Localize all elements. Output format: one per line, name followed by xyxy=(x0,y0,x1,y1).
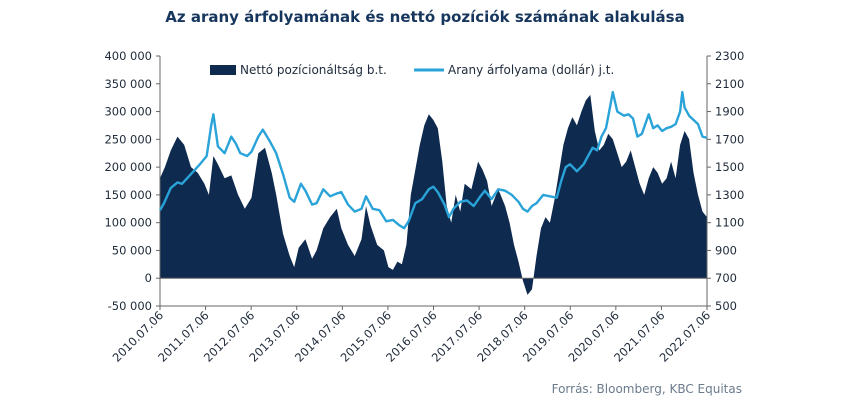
right-axis-ticks: 500 700 900 1100 1300 1500 1700 1900 2100 2300 xyxy=(707,49,744,313)
right-tick-label: 1300 xyxy=(715,188,744,202)
left-tick-label: 150 000 xyxy=(104,188,152,202)
left-tick-label: 0 xyxy=(145,271,152,285)
left-tick-label: 100 000 xyxy=(104,216,152,230)
left-tick-label: 350 000 xyxy=(104,77,152,91)
gold-price-line-layer xyxy=(158,90,708,230)
left-tick-label: 50 000 xyxy=(112,243,152,257)
left-tick-label: 400 000 xyxy=(104,49,152,63)
series-net-position xyxy=(160,94,707,295)
left-tick-label: 200 000 xyxy=(104,160,152,174)
net-position-area-layer xyxy=(160,94,707,295)
right-tick-label: 1100 xyxy=(715,216,744,230)
legend-label-gold-price: Arany árfolyama (dollár) j.t. xyxy=(448,63,614,77)
left-tick-label: -50 000 xyxy=(108,299,152,313)
right-tick-label: 700 xyxy=(715,271,737,285)
right-tick-label: 1500 xyxy=(715,160,744,174)
legend-swatch-net-position xyxy=(210,65,236,75)
right-tick-label: 1900 xyxy=(715,105,744,119)
left-tick-label: 250 000 xyxy=(104,132,152,146)
right-tick-label: 900 xyxy=(715,243,737,257)
source-note: Forrás: Bloomberg, KBC Equitas xyxy=(551,382,742,396)
right-tick-label: 500 xyxy=(715,299,737,313)
right-tick-label: 2300 xyxy=(715,49,744,63)
x-axis-ticks: 2010.07.062011.07.062012.07.062013.07.06… xyxy=(110,306,713,365)
left-axis-ticks: -50 000 0 50 000 100 000 150 000 200 000 250 0… xyxy=(104,49,160,313)
series-gold-price xyxy=(158,90,708,230)
legend: Nettó pozícionáltság b.t. Arany árfolyam… xyxy=(210,63,614,77)
left-tick-label: 300 000 xyxy=(104,105,152,119)
right-tick-label: 2100 xyxy=(715,77,744,91)
legend-label-net-position: Nettó pozícionáltság b.t. xyxy=(240,63,387,77)
right-tick-label: 1700 xyxy=(715,132,744,146)
chart-title: Az arany árfolyamának és nettó pozíciók … xyxy=(165,8,685,26)
